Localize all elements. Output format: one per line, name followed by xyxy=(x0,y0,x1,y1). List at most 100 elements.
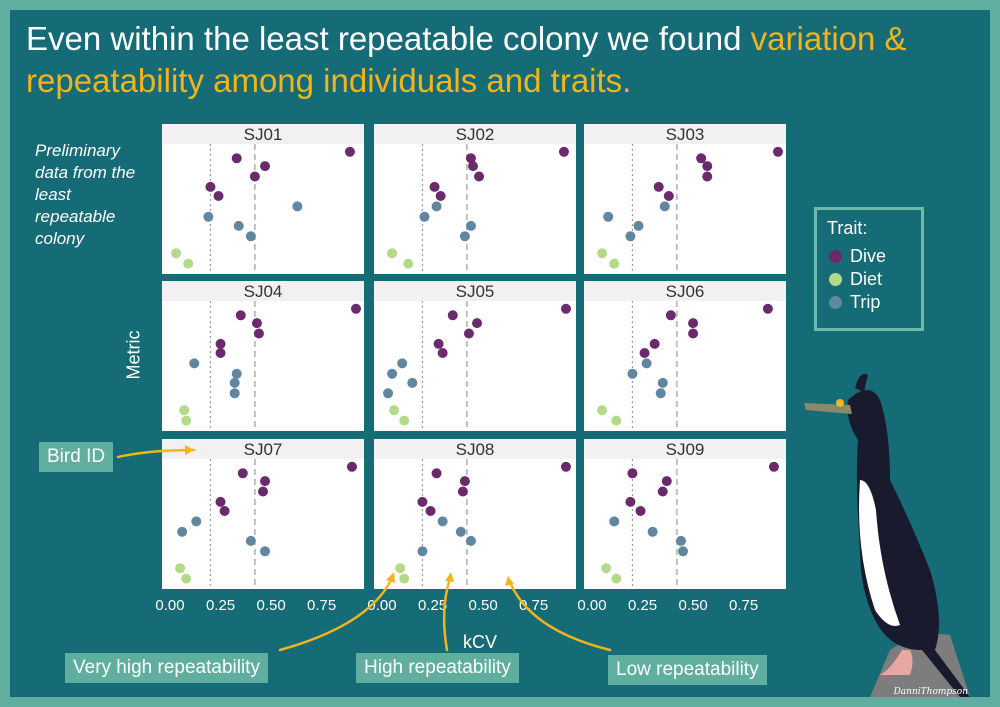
point-dive xyxy=(702,161,713,172)
point-trip xyxy=(609,516,620,527)
cormorant-illustration: DanniThompson xyxy=(804,373,970,697)
x-tick-label: 0.00 xyxy=(577,597,606,614)
point-dive xyxy=(463,328,474,339)
arrow-low xyxy=(508,580,612,652)
point-dive xyxy=(429,181,440,192)
rock xyxy=(870,634,970,697)
callout-low: Low repeatability xyxy=(608,655,767,685)
point-dive xyxy=(219,506,230,516)
point-dive xyxy=(560,461,571,472)
legend-item-diet: Diet xyxy=(829,269,882,290)
point-trip xyxy=(229,388,240,399)
point-dive xyxy=(688,318,699,329)
legend-item-trip: Trip xyxy=(829,292,880,313)
point-diet xyxy=(611,415,622,426)
point-dive xyxy=(231,153,242,164)
panel-sj01 xyxy=(162,124,364,274)
point-diet xyxy=(179,405,190,416)
point-dive xyxy=(425,506,436,516)
panel-sj02 xyxy=(374,124,576,274)
panel-title-sj08: SJ08 xyxy=(456,440,495,459)
point-dive xyxy=(435,191,446,201)
point-dive xyxy=(215,496,226,507)
x-tick-label: 0.50 xyxy=(256,597,285,614)
point-dive xyxy=(627,468,638,479)
preliminary-note: Preliminary data from the least repeatab… xyxy=(35,141,136,248)
panel-sj06 xyxy=(584,281,786,431)
point-dive xyxy=(768,461,779,472)
x-tick-label: 0.50 xyxy=(468,597,497,614)
panel-title-sj01: SJ01 xyxy=(244,125,283,144)
point-dive xyxy=(657,486,668,497)
headline-highlight-2: repeatability among individuals and trai… xyxy=(26,62,632,99)
point-dive xyxy=(560,303,571,314)
point-diet xyxy=(175,563,186,574)
bird-crest xyxy=(855,373,868,392)
point-dive xyxy=(346,461,357,472)
panel-sj07 xyxy=(162,439,364,589)
poster-background: Even within the least repeatable colony … xyxy=(10,10,990,697)
point-trip xyxy=(655,388,666,399)
x-tick-label: 0.00 xyxy=(155,597,184,614)
point-trip xyxy=(191,516,202,527)
point-trip xyxy=(431,201,442,212)
point-dive xyxy=(437,348,448,358)
point-dive xyxy=(215,348,226,358)
point-diet xyxy=(387,248,398,259)
legend-swatch-trip xyxy=(829,296,842,309)
point-diet xyxy=(611,573,622,584)
point-trip xyxy=(659,201,670,212)
point-trip xyxy=(625,231,636,242)
panel-strip xyxy=(584,281,786,301)
point-trip xyxy=(233,220,244,231)
callout-high: High repeatability xyxy=(356,653,519,683)
point-trip xyxy=(229,377,240,388)
panel-sj03 xyxy=(584,124,786,274)
x-tick-label: 0.25 xyxy=(418,597,447,614)
arrowhead-high xyxy=(445,572,454,582)
point-dive xyxy=(258,486,268,497)
point-dive xyxy=(237,468,248,479)
arrowhead-very-high xyxy=(386,572,395,583)
point-dive xyxy=(205,181,216,192)
point-dive xyxy=(558,146,569,157)
point-trip xyxy=(387,368,398,379)
point-dive xyxy=(635,506,646,516)
headline-highlight: variation & xyxy=(750,20,907,57)
point-dive xyxy=(688,328,699,339)
legend: Trait: Dive Diet Trip xyxy=(814,207,924,331)
point-trip xyxy=(189,358,200,369)
point-dive xyxy=(457,486,468,497)
bird-foot xyxy=(880,650,913,675)
point-trip xyxy=(203,211,214,222)
point-dive xyxy=(213,191,224,201)
legend-title: Trait: xyxy=(827,218,868,238)
point-trip xyxy=(677,546,688,557)
point-trip xyxy=(603,211,614,222)
bird-chest xyxy=(859,480,900,626)
point-trip xyxy=(177,526,188,537)
point-trip xyxy=(465,535,476,546)
legend-label-diet: Diet xyxy=(850,269,883,289)
point-dive xyxy=(663,191,674,201)
point-dive xyxy=(351,303,361,314)
point-trip xyxy=(627,368,638,379)
point-dive xyxy=(433,338,444,349)
panel-title-sj02: SJ02 xyxy=(456,125,495,144)
panel-title-sj04: SJ04 xyxy=(244,282,283,301)
point-diet xyxy=(181,573,192,584)
callout-very-high: Very high repeatability xyxy=(65,653,268,683)
point-dive xyxy=(639,348,650,358)
point-dive xyxy=(417,496,428,507)
point-dive xyxy=(465,153,476,164)
point-trip xyxy=(419,211,430,222)
artist-signature: DanniThompson xyxy=(893,687,969,697)
bird-eye-ring xyxy=(836,399,844,407)
point-dive xyxy=(459,476,470,487)
panel-strip xyxy=(162,124,364,144)
callout-bird-id: Bird ID xyxy=(39,442,114,472)
point-trip xyxy=(292,201,303,212)
point-trip xyxy=(657,377,668,388)
bird-beak xyxy=(804,403,852,414)
point-dive xyxy=(251,318,262,329)
